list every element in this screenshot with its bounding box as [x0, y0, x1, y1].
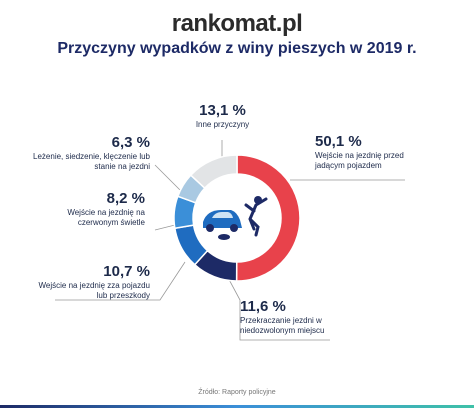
bottom-bar	[0, 405, 474, 408]
category-label: Wejście na jezdnię na czerwonym świetle	[67, 208, 145, 227]
chart-title: Przyczyny wypadków z winy pieszych w 201…	[57, 40, 417, 57]
brand: rankomat.pl	[171, 10, 303, 37]
value-label: 11,6 %	[240, 298, 286, 315]
category-label: Przekraczanie jezdni w niedozwolonym mie…	[240, 316, 325, 335]
segment-label: 13,1 % Inne przyczyny	[185, 102, 260, 130]
value-label: 50,1 %	[315, 133, 362, 150]
source: Źródło: Raporty policyjne	[198, 389, 276, 396]
donut-segment	[235, 154, 301, 282]
segment-label: 50,1 % Wejście na jezdnię przed jadącym p…	[315, 133, 425, 171]
category-label: Leżenie, siedzenie, klęczenie lub stanie…	[33, 152, 150, 171]
segment-label: 11,6 % Przekraczanie jezdni w niedozwolon…	[240, 298, 370, 336]
category-label: Wejście na jezdnię przed jadącym pojazde…	[315, 151, 404, 170]
segment-label: 6,3 % Leżenie, siedzenie, klęczenie lub s…	[20, 134, 150, 172]
car-icon	[203, 196, 268, 240]
donut-segment	[189, 154, 238, 190]
value-label: 10,7 %	[103, 263, 150, 280]
category-label: Wejście na jezdnię zza pojazdu lub przes…	[38, 281, 150, 300]
segment-label: 8,2 % Wejście na jezdnię na czerwonym świ…	[30, 190, 145, 228]
value-label: 8,2 %	[106, 190, 145, 207]
value-label: 6,3 %	[111, 134, 150, 151]
category-label: Inne przyczyny	[195, 120, 250, 129]
connectors	[55, 140, 405, 341]
value-label: 13,1 %	[199, 102, 246, 119]
segment-label: 10,7 % Wejście na jezdnię zza pojazdu lub…	[30, 263, 150, 301]
